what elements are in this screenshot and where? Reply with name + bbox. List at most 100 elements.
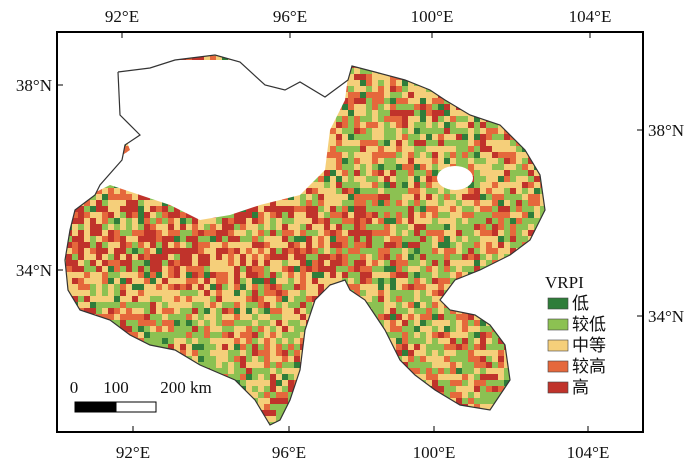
- raster-cell: [252, 362, 258, 368]
- raster-cell: [408, 338, 414, 344]
- raster-cell: [102, 302, 108, 308]
- raster-cell: [480, 218, 486, 224]
- raster-cell: [264, 248, 270, 254]
- raster-cell: [198, 278, 204, 284]
- raster-cell: [438, 332, 444, 338]
- raster-cell: [444, 284, 450, 290]
- raster-cell: [414, 290, 420, 296]
- raster-cell: [264, 386, 270, 392]
- raster-cell: [324, 200, 330, 206]
- raster-cell: [204, 272, 210, 278]
- raster-cell: [444, 110, 450, 116]
- raster-cell: [264, 224, 270, 230]
- raster-cell: [450, 350, 456, 356]
- raster-cell: [282, 224, 288, 230]
- raster-cell: [522, 158, 528, 164]
- raster-cell: [156, 290, 162, 296]
- raster-cell: [420, 290, 426, 296]
- raster-cell: [216, 236, 222, 242]
- raster-cell: [414, 128, 420, 134]
- raster-cell: [390, 326, 396, 332]
- raster-cell: [234, 350, 240, 356]
- raster-cell: [324, 266, 330, 272]
- raster-cell: [372, 182, 378, 188]
- raster-cell: [288, 206, 294, 212]
- raster-cell: [240, 326, 246, 332]
- raster-cell: [180, 308, 186, 314]
- raster-cell: [492, 350, 498, 356]
- raster-cell: [336, 266, 342, 272]
- raster-cell: [294, 206, 300, 212]
- raster-cell: [474, 362, 480, 368]
- raster-cell: [168, 212, 174, 218]
- raster-cell: [414, 194, 420, 200]
- raster-cell: [372, 308, 378, 314]
- raster-cell: [402, 224, 408, 230]
- raster-cell: [396, 140, 402, 146]
- raster-cell: [138, 278, 144, 284]
- raster-cell: [426, 356, 432, 362]
- raster-cell: [96, 218, 102, 224]
- raster-cell: [438, 350, 444, 356]
- raster-cell: [480, 332, 486, 338]
- raster-cell: [360, 140, 366, 146]
- raster-cell: [174, 332, 180, 338]
- raster-cell: [444, 188, 450, 194]
- raster-cell: [432, 356, 438, 362]
- raster-cell: [444, 380, 450, 386]
- raster-cell: [366, 194, 372, 200]
- raster-cell: [84, 236, 90, 242]
- raster-cell: [138, 296, 144, 302]
- raster-cell: [288, 320, 294, 326]
- raster-cell: [462, 254, 468, 260]
- raster-cell: [168, 278, 174, 284]
- raster-cell: [480, 242, 486, 248]
- raster-cell: [288, 224, 294, 230]
- raster-cell: [132, 242, 138, 248]
- raster-cell: [270, 356, 276, 362]
- raster-cell: [456, 254, 462, 260]
- raster-cell: [450, 248, 456, 254]
- raster-cell: [510, 212, 516, 218]
- raster-cell: [84, 260, 90, 266]
- raster-cell: [336, 110, 342, 116]
- raster-cell: [336, 272, 342, 278]
- raster-cell: [498, 248, 504, 254]
- raster-cell: [498, 182, 504, 188]
- raster-cell: [450, 140, 456, 146]
- raster-cell: [444, 242, 450, 248]
- raster-cell: [474, 380, 480, 386]
- raster-cell: [354, 98, 360, 104]
- raster-cell: [372, 92, 378, 98]
- raster-cell: [90, 200, 96, 206]
- raster-cell: [102, 200, 108, 206]
- raster-cell: [258, 302, 264, 308]
- raster-cell: [318, 206, 324, 212]
- raster-cell: [150, 260, 156, 266]
- raster-cell: [378, 80, 384, 86]
- raster-cell: [150, 338, 156, 344]
- raster-cell: [510, 242, 516, 248]
- raster-cell: [492, 224, 498, 230]
- raster-cell: [402, 116, 408, 122]
- raster-cell: [360, 134, 366, 140]
- raster-cell: [420, 104, 426, 110]
- raster-cell: [462, 260, 468, 266]
- raster-cell: [366, 116, 372, 122]
- raster-cell: [486, 164, 492, 170]
- raster-cell: [222, 296, 228, 302]
- raster-cell: [414, 188, 420, 194]
- raster-cell: [348, 212, 354, 218]
- raster-cell: [324, 224, 330, 230]
- raster-cell: [372, 278, 378, 284]
- raster-cell: [348, 200, 354, 206]
- raster-cell: [360, 278, 366, 284]
- raster-cell: [432, 122, 438, 128]
- raster-cell: [366, 134, 372, 140]
- raster-cell: [492, 368, 498, 374]
- raster-cell: [264, 344, 270, 350]
- raster-cell: [420, 362, 426, 368]
- raster-cell: [408, 302, 414, 308]
- raster-cell: [330, 212, 336, 218]
- raster-cell: [282, 284, 288, 290]
